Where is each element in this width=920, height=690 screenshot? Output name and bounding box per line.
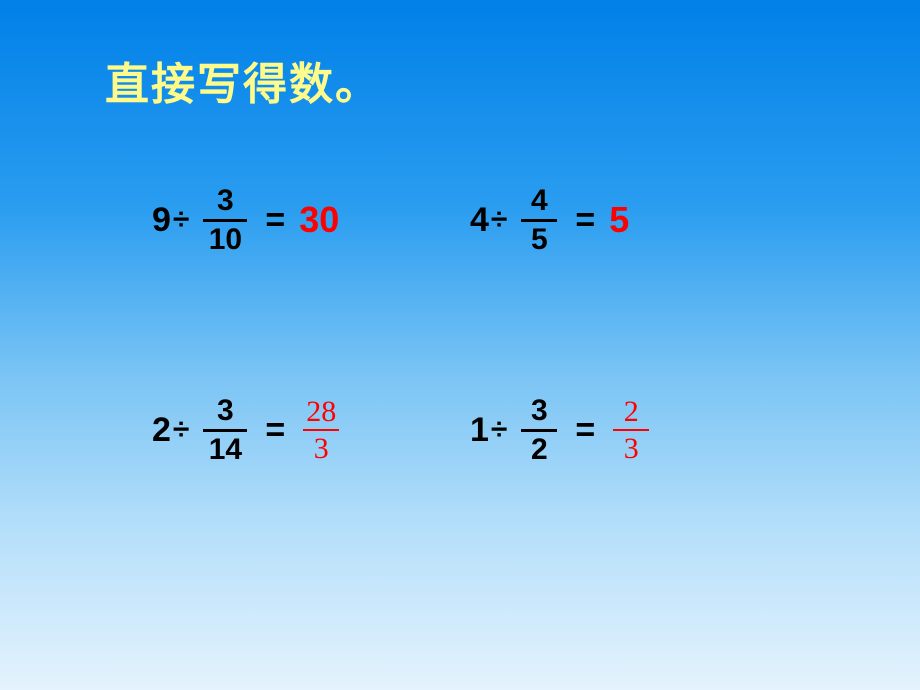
eq4-ans-numerator: 2 bbox=[624, 396, 639, 428]
eq3-divisor-fraction: 3 14 bbox=[203, 395, 247, 465]
eq2-frac-denominator: 5 bbox=[531, 224, 548, 256]
eq1-equals: = bbox=[265, 201, 285, 240]
eq3-equals: = bbox=[265, 411, 285, 450]
eq2-frac-numerator: 4 bbox=[531, 185, 548, 217]
eq2-divisor-fraction: 4 5 bbox=[521, 185, 557, 255]
eq2-equals: = bbox=[575, 201, 595, 240]
eq1-frac-numerator: 3 bbox=[217, 185, 234, 217]
eq1-divisor-fraction: 3 10 bbox=[203, 185, 247, 255]
fraction-bar bbox=[613, 429, 649, 431]
eq1-dividend: 9 bbox=[152, 201, 171, 240]
equation-2: 4 ÷ 4 5 = 5 bbox=[470, 185, 629, 255]
eq4-dividend: 1 bbox=[470, 411, 489, 450]
eq3-ans-denominator: 3 bbox=[314, 433, 329, 465]
eq3-operator: ÷ bbox=[173, 413, 189, 447]
eq4-frac-denominator: 2 bbox=[531, 434, 548, 466]
fraction-bar bbox=[521, 429, 557, 432]
eq3-dividend: 2 bbox=[152, 411, 171, 450]
eq4-frac-numerator: 3 bbox=[531, 395, 548, 427]
eq4-ans-denominator: 3 bbox=[624, 433, 639, 465]
equation-4: 1 ÷ 3 2 = 2 3 bbox=[470, 395, 649, 465]
eq1-answer: 30 bbox=[299, 199, 339, 241]
eq2-dividend: 4 bbox=[470, 201, 489, 240]
equation-3: 2 ÷ 3 14 = 28 3 bbox=[152, 395, 339, 465]
eq4-equals: = bbox=[575, 411, 595, 450]
eq2-answer: 5 bbox=[609, 199, 629, 241]
eq1-frac-denominator: 10 bbox=[209, 224, 242, 256]
eq3-ans-numerator: 28 bbox=[306, 396, 336, 428]
fraction-bar bbox=[203, 219, 247, 222]
equation-1: 9 ÷ 3 10 = 30 bbox=[152, 185, 339, 255]
eq4-divisor-fraction: 3 2 bbox=[521, 395, 557, 465]
eq1-operator: ÷ bbox=[173, 203, 189, 237]
eq3-frac-denominator: 14 bbox=[209, 434, 242, 466]
slide-title: 直接写得数。 bbox=[105, 48, 381, 112]
eq3-frac-numerator: 3 bbox=[217, 395, 234, 427]
eq3-answer-fraction: 28 3 bbox=[303, 396, 339, 465]
fraction-bar bbox=[203, 429, 247, 432]
eq4-answer-fraction: 2 3 bbox=[613, 396, 649, 465]
fraction-bar bbox=[303, 429, 339, 431]
eq4-operator: ÷ bbox=[491, 413, 507, 447]
fraction-bar bbox=[521, 219, 557, 222]
eq2-operator: ÷ bbox=[491, 203, 507, 237]
